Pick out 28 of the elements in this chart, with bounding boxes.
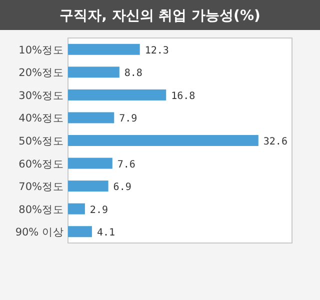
data-label: 2.9	[90, 204, 108, 216]
data-label: 7.9	[119, 114, 138, 125]
y-tick-label: 30%정도	[18, 90, 64, 102]
data-label: 4.1	[96, 228, 116, 239]
bar	[68, 66, 120, 78]
chart-title: 구직자, 자신의 취업 가능성(%)	[60, 8, 260, 24]
bar	[68, 44, 140, 55]
bar	[68, 226, 92, 238]
y-tick-label: 10%정도	[18, 44, 64, 56]
bar	[68, 112, 114, 124]
data-label: 12.3	[144, 45, 169, 56]
bar	[68, 203, 85, 214]
y-tick-label: 20%정도	[18, 67, 64, 80]
y-tick-label: 80%정도	[18, 204, 64, 216]
bar	[68, 158, 112, 169]
data-label: 32.6	[263, 136, 288, 148]
bar	[68, 135, 258, 146]
data-label: 8.8	[124, 68, 142, 80]
bar	[68, 180, 108, 192]
y-tick-label: 70%정도	[18, 181, 64, 194]
bar	[68, 89, 166, 100]
y-tick-label: 60%정도	[18, 158, 64, 170]
y-tick-label: 50%정도	[18, 136, 64, 148]
data-label: 16.8	[171, 90, 196, 102]
data-label: 7.6	[117, 159, 136, 170]
y-tick-label: 40%정도	[18, 112, 64, 125]
data-label: 6.9	[113, 182, 132, 194]
y-tick-label: 90% 이상	[15, 226, 64, 239]
